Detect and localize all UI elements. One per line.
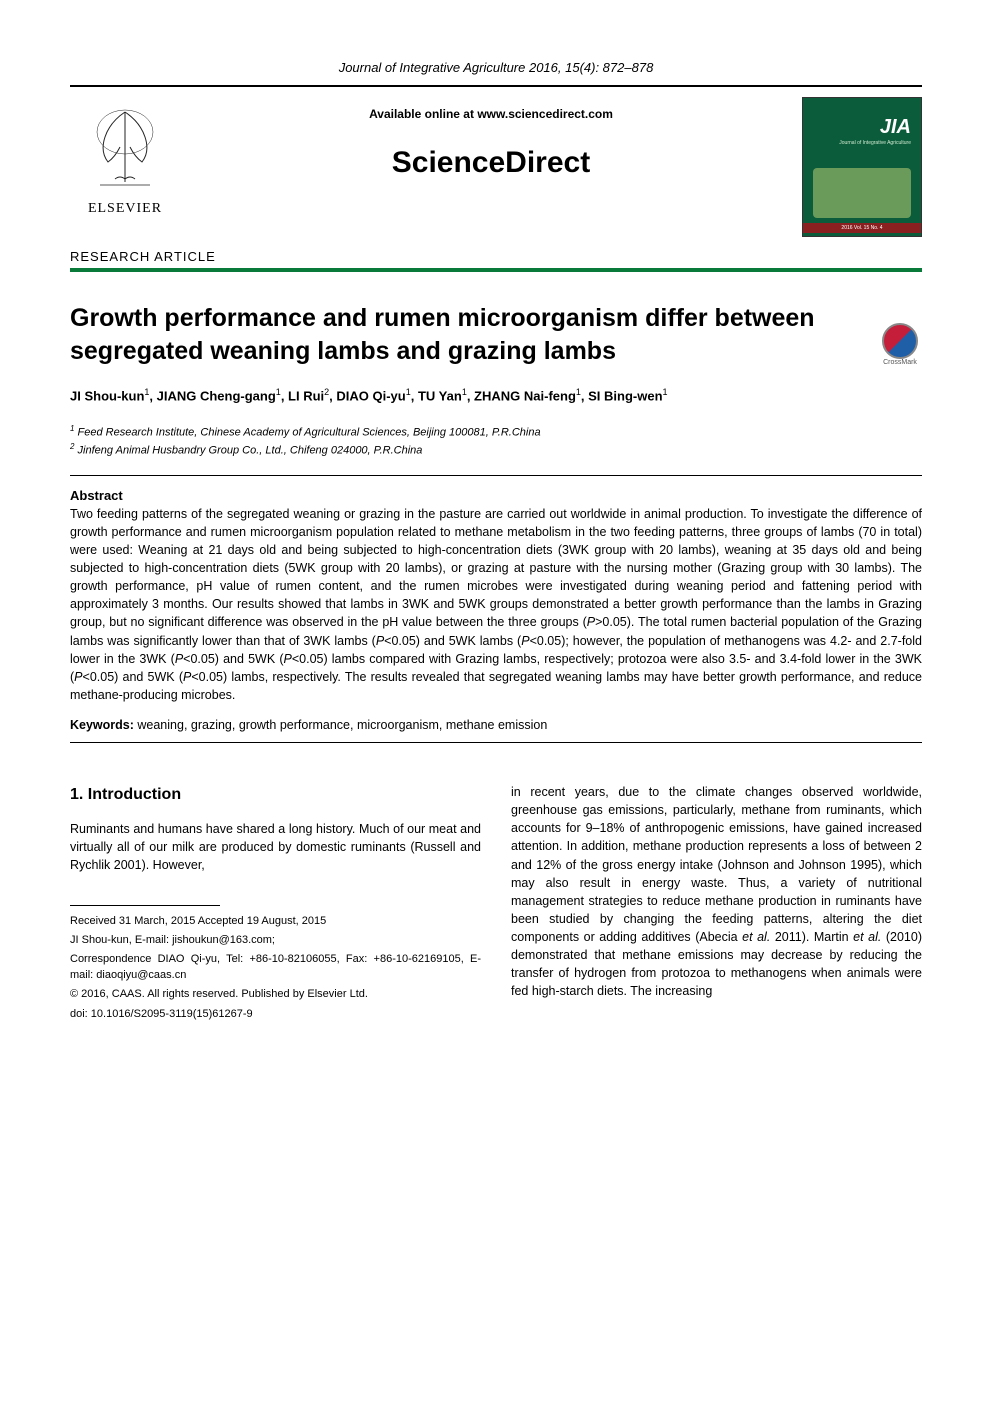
journal-cover-thumbnail: JIA Journal of Integrative Agriculture 2…: [802, 97, 922, 237]
crossmark-icon: [882, 323, 918, 359]
title-block: Growth performance and rumen microorgani…: [70, 302, 922, 367]
footnote-received: Received 31 March, 2015 Accepted 19 Augu…: [70, 914, 481, 929]
affiliations: 1 Feed Research Institute, Chinese Acade…: [70, 423, 922, 459]
footnote-rule: [70, 905, 220, 906]
two-column-body: 1. Introduction Ruminants and humans hav…: [70, 783, 922, 1026]
abstract-text: Two feeding patterns of the segregated w…: [70, 505, 922, 704]
crossmark-badge[interactable]: CrossMark: [878, 323, 922, 367]
introduction-heading: 1. Introduction: [70, 783, 481, 806]
footnote-copyright: © 2016, CAAS. All rights reserved. Publi…: [70, 987, 481, 1002]
center-header: Available online at www.sciencedirect.co…: [180, 97, 802, 180]
footnotes: Received 31 March, 2015 Accepted 19 Augu…: [70, 914, 481, 1022]
keywords-label: Keywords:: [70, 718, 134, 732]
cover-subtitle: Journal of Integrative Agriculture: [839, 140, 911, 146]
elsevier-tree-icon: [80, 97, 170, 197]
footnote-correspondence: Correspondence DIAO Qi-yu, Tel: +86-10-8…: [70, 952, 481, 983]
intro-left-para: Ruminants and humans have shared a long …: [70, 820, 481, 874]
available-online-text: Available online at www.sciencedirect.co…: [180, 107, 802, 121]
authors: JI Shou-kun1, JIANG Cheng-gang1, LI Rui2…: [70, 387, 922, 403]
abstract-heading: Abstract: [70, 488, 922, 503]
sciencedirect-logo: ScienceDirect: [180, 146, 802, 180]
left-column: 1. Introduction Ruminants and humans hav…: [70, 783, 481, 1026]
abstract-top-rule: [70, 475, 922, 476]
cover-jia-label: JIA: [880, 116, 911, 139]
intro-right-para: in recent years, due to the climate chan…: [511, 783, 922, 1001]
keywords-line: Keywords: weaning, grazing, growth perfo…: [70, 718, 922, 732]
abstract-bottom-rule: [70, 742, 922, 743]
article-title: Growth performance and rumen microorgani…: [70, 302, 922, 367]
article-type: RESEARCH ARTICLE: [70, 249, 922, 264]
cover-footer: 2016 Vol. 15 No. 4: [803, 223, 921, 233]
right-column: in recent years, due to the climate chan…: [511, 783, 922, 1026]
footnote-doi: doi: 10.1016/S2095-3119(15)61267-9: [70, 1007, 481, 1022]
crossmark-label: CrossMark: [878, 359, 922, 366]
elsevier-label: ELSEVIER: [88, 201, 162, 217]
header-block: ELSEVIER Available online at www.science…: [70, 87, 922, 245]
journal-citation: Journal of Integrative Agriculture 2016,…: [70, 60, 922, 75]
footnote-author-email: JI Shou-kun, E-mail: jishoukun@163.com;: [70, 933, 481, 948]
elsevier-logo: ELSEVIER: [70, 97, 180, 217]
green-rule: [70, 268, 922, 272]
keywords-text: weaning, grazing, growth performance, mi…: [134, 718, 547, 732]
cover-image-icon: [813, 168, 911, 218]
